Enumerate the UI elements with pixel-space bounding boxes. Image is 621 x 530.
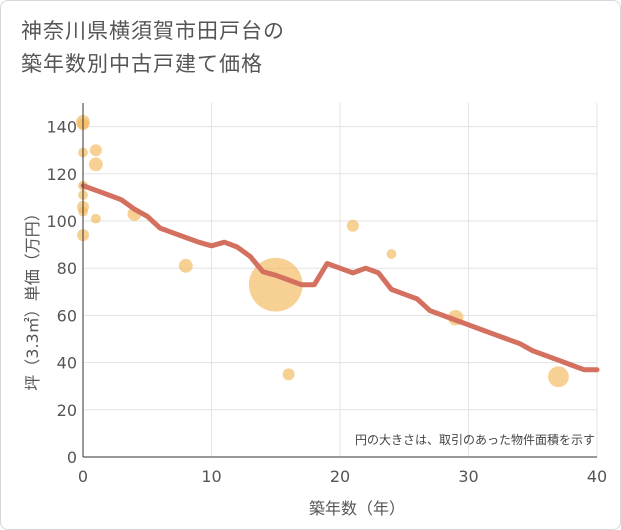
bubble-layer	[76, 114, 569, 388]
tick-labels: 0 20 40 60 80 100 120 140 0 10 20 30 40	[46, 118, 607, 486]
average-price-line	[80, 183, 600, 373]
data-bubble	[548, 366, 569, 388]
x-axis-label: 築年数（年）	[309, 499, 405, 518]
title-line-1: 神奈川県横須賀市田戸台の	[21, 19, 285, 43]
data-bubble	[386, 249, 397, 259]
data-bubble	[88, 157, 103, 172]
y-tick-label: 80	[57, 259, 77, 278]
data-bubble	[89, 144, 102, 157]
axes	[82, 103, 597, 458]
y-tick-label: 120	[46, 165, 77, 184]
y-axis-label: 坪（3.3㎡）単価（万円）	[23, 205, 42, 390]
data-bubble	[282, 368, 295, 381]
y-tick-label: 100	[46, 212, 77, 231]
y-tick-label: 60	[57, 306, 77, 325]
x-tick-label: 10	[201, 467, 221, 486]
title-line-2: 築年数別中古戸建て価格	[21, 52, 263, 76]
data-bubble	[178, 258, 193, 273]
y-tick-label: 140	[46, 118, 77, 137]
x-tick-label: 30	[458, 467, 478, 486]
size-note: 円の大きさは、取引のあった物件面積を示す	[355, 432, 595, 447]
chart-title: 神奈川県横須賀市田戸台の 築年数別中古戸建て価格	[21, 15, 285, 81]
data-bubble	[90, 213, 101, 224]
x-tick-label: 0	[78, 467, 88, 486]
grid-lines	[83, 103, 598, 457]
x-tick-label: 20	[330, 467, 350, 486]
data-bubble	[346, 219, 359, 232]
y-tick-label: 20	[57, 401, 77, 420]
y-tick-label: 0	[67, 448, 77, 467]
x-tick-label: 40	[587, 467, 607, 486]
y-tick-label: 40	[57, 354, 77, 373]
trend-line-layer	[80, 183, 600, 373]
